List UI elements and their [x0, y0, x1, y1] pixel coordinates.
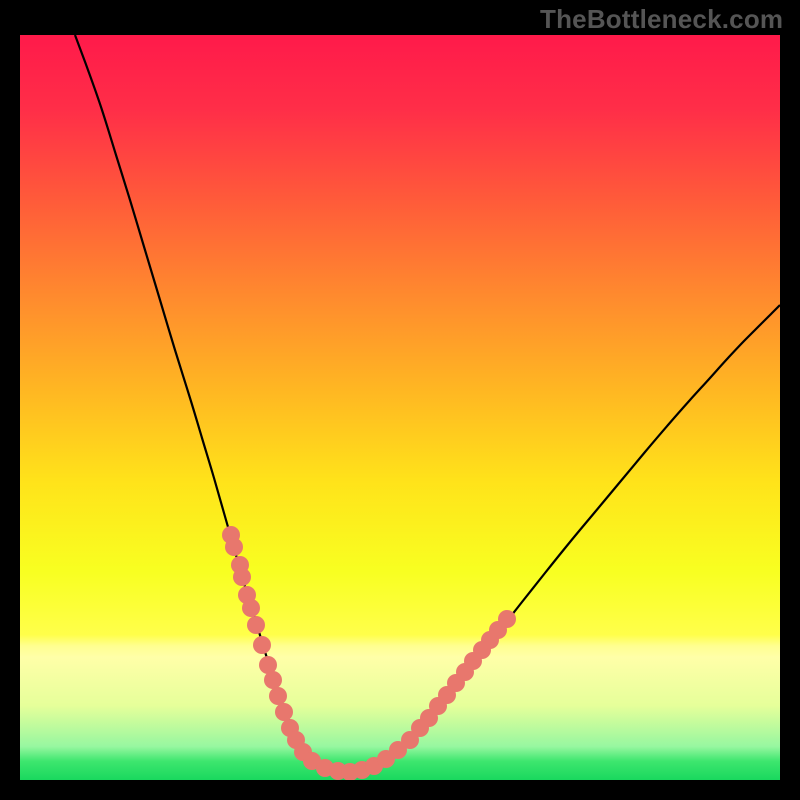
bottleneck-chart [0, 0, 800, 800]
data-marker [498, 610, 516, 628]
frame-border-right [780, 0, 800, 800]
data-marker [253, 636, 271, 654]
data-marker [242, 599, 260, 617]
data-marker [225, 538, 243, 556]
gradient-background [20, 35, 780, 780]
data-marker [275, 703, 293, 721]
data-marker [233, 568, 251, 586]
data-marker [264, 671, 282, 689]
watermark-text: TheBottleneck.com [540, 4, 783, 35]
data-marker [247, 616, 265, 634]
frame-border-left [0, 0, 20, 800]
frame-border-bottom [0, 780, 800, 800]
data-marker [269, 687, 287, 705]
